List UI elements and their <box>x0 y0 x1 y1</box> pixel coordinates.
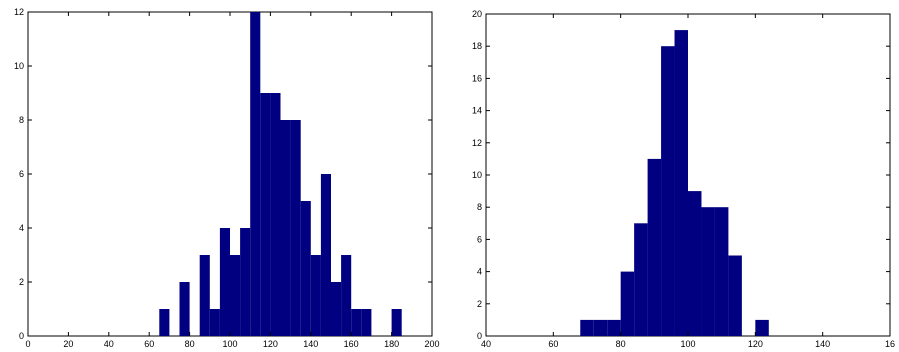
right-x-tick-label: 40 <box>481 339 491 349</box>
left-histogram-bar <box>331 282 342 336</box>
right-histogram-bar <box>674 30 688 336</box>
right-histogram-bar <box>620 271 635 336</box>
left-histogram: 0 20 40 60 80 100 120 140 160 180 200 0 2 4 6 8 10 12 <box>14 7 440 349</box>
left-histogram-bar <box>240 228 251 336</box>
right-x-tick-label: 140 <box>815 339 830 349</box>
right-y-tick-label: 2 <box>477 299 482 309</box>
left-y-tick-label: 2 <box>19 277 24 287</box>
right-histogram-bar <box>714 207 729 336</box>
left-histogram-bar <box>341 255 352 336</box>
left-histogram-bar <box>280 120 291 336</box>
right-y-tick-label: 16 <box>472 73 482 83</box>
left-histogram-bar <box>250 12 261 336</box>
right-histogram-bar <box>755 319 769 336</box>
right-y-tick-label: 12 <box>472 138 482 148</box>
right-histogram-bar <box>580 319 594 336</box>
left-histogram-bar <box>391 309 402 336</box>
right-histogram-bar <box>607 319 621 336</box>
right-y-tick-label: 10 <box>472 170 482 180</box>
left-x-tick-label: 40 <box>104 339 114 349</box>
left-histogram-bar <box>159 309 170 336</box>
right-y-tick-label: 8 <box>477 202 482 212</box>
right-histogram-bar <box>647 158 662 336</box>
left-histogram-bar <box>361 309 372 336</box>
right-x-tick-label: 60 <box>548 339 558 349</box>
left-histogram-bar <box>290 120 301 336</box>
right-x-tick-label: 16 <box>885 339 895 349</box>
left-x-tick-label: 20 <box>63 339 73 349</box>
left-y-tick-label: 12 <box>14 7 24 17</box>
left-histogram-bar <box>230 255 241 336</box>
right-histogram-bar <box>701 207 715 336</box>
left-y-tick-label: 0 <box>19 331 24 341</box>
left-x-tick-label: 0 <box>25 339 30 349</box>
right-histogram-bar <box>634 223 648 336</box>
right-histogram-bar <box>593 319 608 336</box>
right-y-tick-label: 14 <box>472 106 482 116</box>
left-histogram-bar <box>219 228 230 336</box>
left-histogram-bar <box>270 93 281 336</box>
right-histogram-bar <box>688 191 702 336</box>
right-y-tick-label: 0 <box>477 331 482 341</box>
right-y-tick-label: 20 <box>472 9 482 19</box>
left-x-tick-label: 120 <box>263 339 278 349</box>
left-histogram-bar <box>310 255 321 336</box>
left-histogram-bar <box>300 201 311 336</box>
left-y-tick-label: 10 <box>14 61 24 71</box>
right-histogram-bar <box>728 255 742 336</box>
right-y-tick-label: 6 <box>477 234 482 244</box>
left-x-tick-label: 160 <box>344 339 359 349</box>
right-y-tick-label: 18 <box>472 41 482 51</box>
left-histogram-bar <box>209 309 220 336</box>
left-x-tick-label: 60 <box>144 339 154 349</box>
right-histogram-bar <box>661 46 675 336</box>
right-x-tick-label: 80 <box>616 339 626 349</box>
left-histogram-bar <box>351 309 362 336</box>
left-y-tick-label: 8 <box>19 115 24 125</box>
left-x-tick-label: 180 <box>384 339 399 349</box>
left-y-tick-label: 4 <box>19 223 24 233</box>
left-histogram-bar <box>179 282 190 336</box>
left-histogram-bar <box>320 174 331 336</box>
left-y-tick-label: 6 <box>19 169 24 179</box>
left-histogram-bar <box>199 255 210 336</box>
right-x-tick-label: 100 <box>680 339 695 349</box>
left-x-tick-label: 140 <box>303 339 318 349</box>
right-y-tick-label: 4 <box>477 267 482 277</box>
right-x-tick-label: 120 <box>748 339 763 349</box>
left-x-tick-label: 80 <box>185 339 195 349</box>
left-x-tick-label: 100 <box>222 339 237 349</box>
left-x-tick-label: 200 <box>424 339 439 349</box>
left-histogram-bar <box>260 93 271 336</box>
